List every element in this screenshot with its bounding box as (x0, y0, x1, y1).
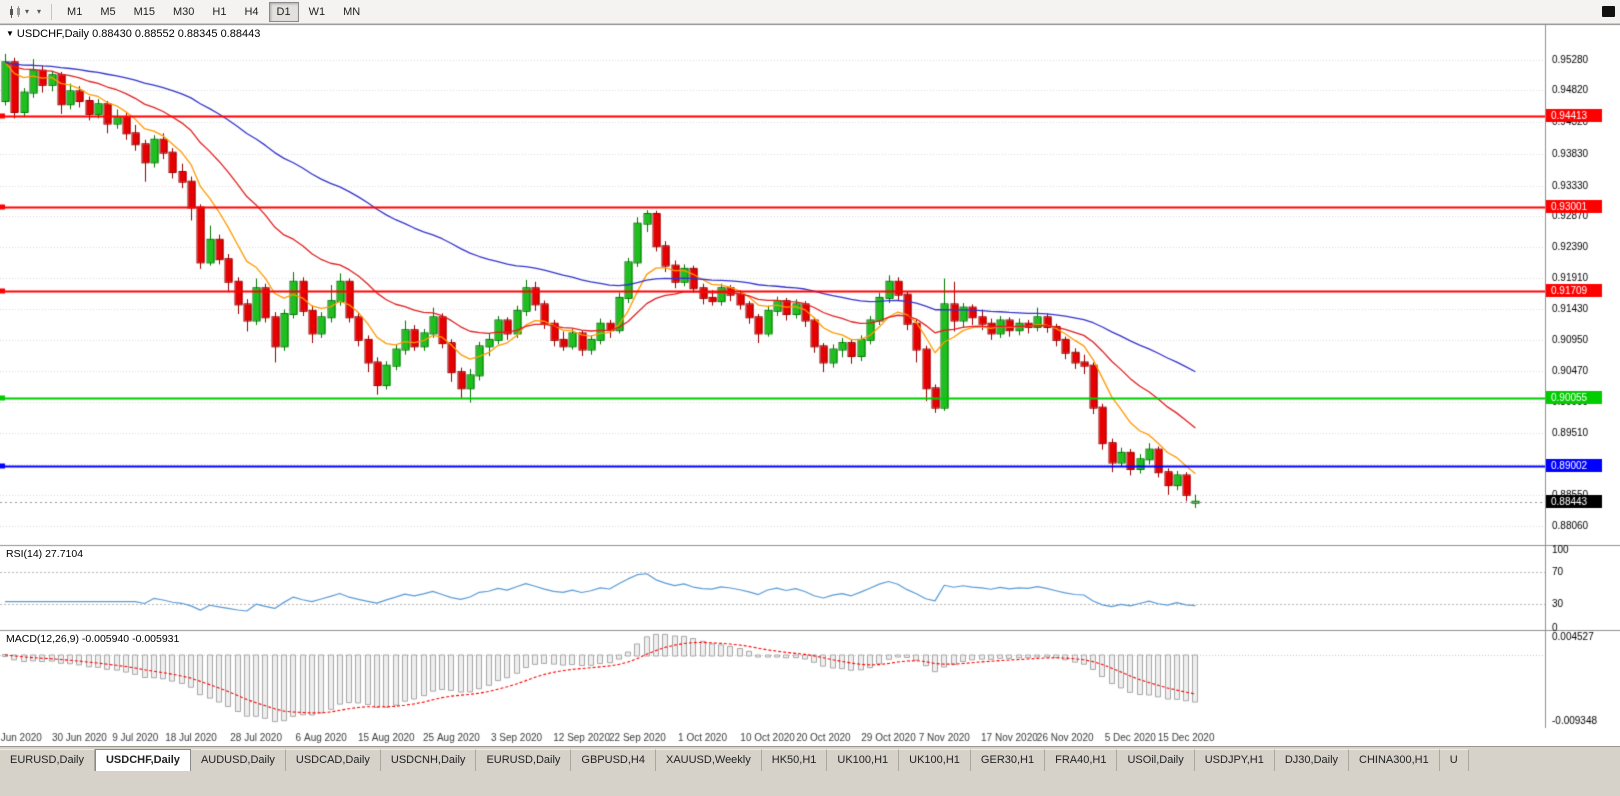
timeframe-button-w1[interactable]: W1 (308, 5, 326, 18)
chart-window-icon[interactable] (1602, 6, 1615, 17)
timeframe-button-m30[interactable]: M30 (173, 5, 195, 18)
symbol-tab[interactable]: USDCNH,Daily (380, 749, 477, 771)
chart-dropdown-icon[interactable]: ▾ (34, 6, 44, 18)
timeframe-group: M1 M5 M15 M30 H1 H4 D1 W1 MN (59, 1, 368, 22)
timeframe-button-d1[interactable]: D1 (268, 1, 299, 22)
symbol-tab[interactable]: USOil,Daily (1117, 749, 1195, 771)
chevron-down-icon: ▾ (37, 6, 42, 16)
timeframe-button-h1[interactable]: H1 (212, 5, 227, 18)
chart-ohlc-values: 0.88430 0.88552 0.88345 0.88443 (92, 28, 261, 40)
symbol-tab[interactable]: USDCAD,Daily (285, 749, 381, 771)
symbol-tab-bar: EURUSD,Daily USDCHF,Daily AUDUSD,Daily USDC… (0, 749, 1620, 771)
chart-canvas[interactable] (0, 24, 1620, 746)
symbol-tab[interactable]: USDCHF,Daily (94, 749, 191, 771)
chart-ohlc-title: ▼ USDCHF,Daily 0.88430 0.88552 0.88345 0.… (6, 28, 260, 40)
chart-symbol: USDCHF,Daily (16, 28, 90, 40)
timeframe-button-mn[interactable]: MN (343, 5, 361, 18)
symbol-tab[interactable]: U (1439, 749, 1469, 771)
symbol-tab[interactable]: GER30,H1 (970, 749, 1046, 771)
candlestick-glyph (10, 5, 20, 18)
symbol-tab[interactable]: XAUUSD,Weekly (655, 749, 762, 771)
timeframe-button-m1[interactable]: M1 (67, 5, 83, 18)
timeframe-toolbar: ▾ ▾ M1 M5 M15 M30 H1 H4 D1 W1 MN (0, 0, 1620, 24)
rsi-label: RSI(14) 27.7104 (6, 548, 84, 560)
symbol-tab[interactable]: UK100,H1 (899, 749, 971, 771)
symbol-tab[interactable]: FRA40,H1 (1045, 749, 1118, 771)
toolbar-separator (51, 3, 53, 20)
timeframe-button-m15[interactable]: M15 (133, 5, 155, 18)
chevron-down-icon: ▾ (25, 6, 30, 16)
candlestick-chart-icon[interactable]: ▾ (5, 3, 32, 21)
symbol-tab[interactable]: DJ30,Daily (1274, 749, 1350, 771)
symbol-tab[interactable]: GBPUSD,H4 (571, 749, 656, 771)
collapse-arrow-icon[interactable]: ▼ (6, 29, 14, 38)
symbol-tab[interactable]: EURUSD,Daily (476, 749, 572, 771)
symbol-tab[interactable]: HK50,H1 (761, 749, 828, 771)
timeframe-button-m5[interactable]: M5 (100, 5, 116, 18)
symbol-tab[interactable]: EURUSD,Daily (0, 749, 95, 771)
timeframe-button-h4[interactable]: H4 (244, 5, 259, 18)
symbol-tab[interactable]: UK100,H1 (827, 749, 900, 771)
symbol-tab[interactable]: AUDUSD,Daily (190, 749, 286, 771)
symbol-tab[interactable]: CHINA300,H1 (1349, 749, 1440, 771)
symbol-tab[interactable]: USDJPY,H1 (1194, 749, 1275, 771)
macd-label: MACD(12,26,9) -0.005940 -0.005931 (6, 633, 180, 645)
symbol-tab-footer: EURUSD,Daily USDCHF,Daily AUDUSD,Daily USDC… (0, 746, 1620, 796)
